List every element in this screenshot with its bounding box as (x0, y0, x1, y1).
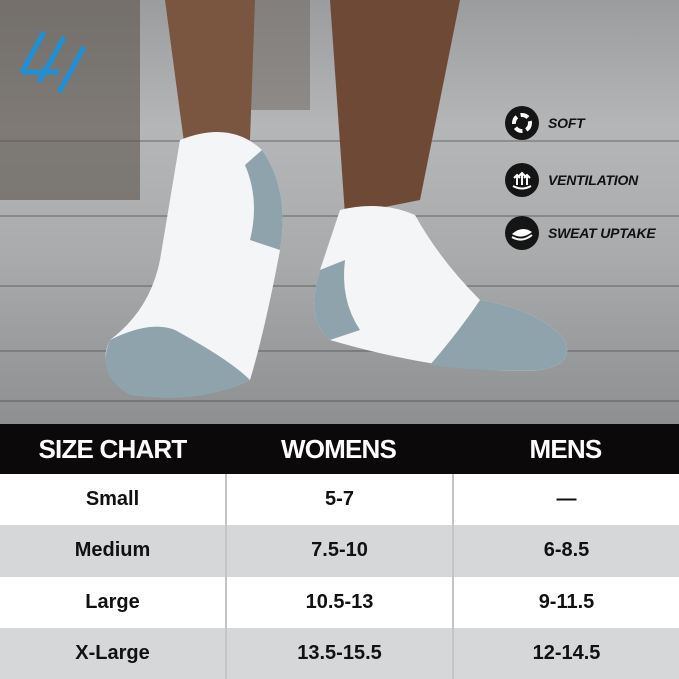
mens-cell: 12-14.5 (452, 627, 679, 679)
table-row: Large 10.5-13 9-11.5 (0, 576, 679, 628)
feature-label: SWEAT UPTAKE (548, 225, 656, 241)
size-cell: Large (85, 590, 140, 613)
size-cell: Medium (74, 539, 151, 562)
swirl-soft-icon (505, 106, 539, 140)
ventilation-arrows-icon (505, 163, 539, 197)
table-row: Medium 7.5-10 6-8.5 (0, 525, 679, 577)
table-row: X-Large 13.5-15.5 12-14.5 (0, 627, 679, 679)
product-photo: SOFT VENTILATION SWEAT UPTAKE (0, 0, 679, 424)
size-chart-table: SIZE CHART WOMENS MENS Small 5-7 — Mediu… (0, 424, 679, 679)
feature-ventilation: VENTILATION (505, 163, 638, 197)
feature-label: SOFT (548, 115, 585, 131)
header-mens: MENS (529, 433, 603, 464)
feature-label: VENTILATION (548, 172, 639, 188)
size-cell: X-Large (75, 641, 150, 664)
table-header: SIZE CHART WOMENS MENS (0, 424, 679, 474)
womens-cell: 7.5-10 (225, 525, 452, 577)
mens-cell: — (452, 474, 679, 526)
womens-cell: 13.5-15.5 (225, 627, 452, 679)
womens-cell: 5-7 (225, 474, 452, 526)
header-womens: WOMENS (280, 433, 397, 464)
header-size-chart: SIZE CHART (38, 433, 187, 464)
size-cell: Small (85, 488, 140, 511)
womens-cell: 10.5-13 (225, 576, 452, 628)
socks-illustration (0, 0, 568, 398)
table-row: Small 5-7 — (0, 474, 679, 526)
layers-sweat-icon (505, 216, 539, 250)
mens-cell: 9-11.5 (452, 576, 679, 628)
mens-cell: 6-8.5 (452, 525, 679, 577)
feature-sweat-uptake: SWEAT UPTAKE (505, 216, 656, 250)
brand-logo (19, 30, 87, 94)
feature-soft: SOFT (505, 106, 585, 140)
